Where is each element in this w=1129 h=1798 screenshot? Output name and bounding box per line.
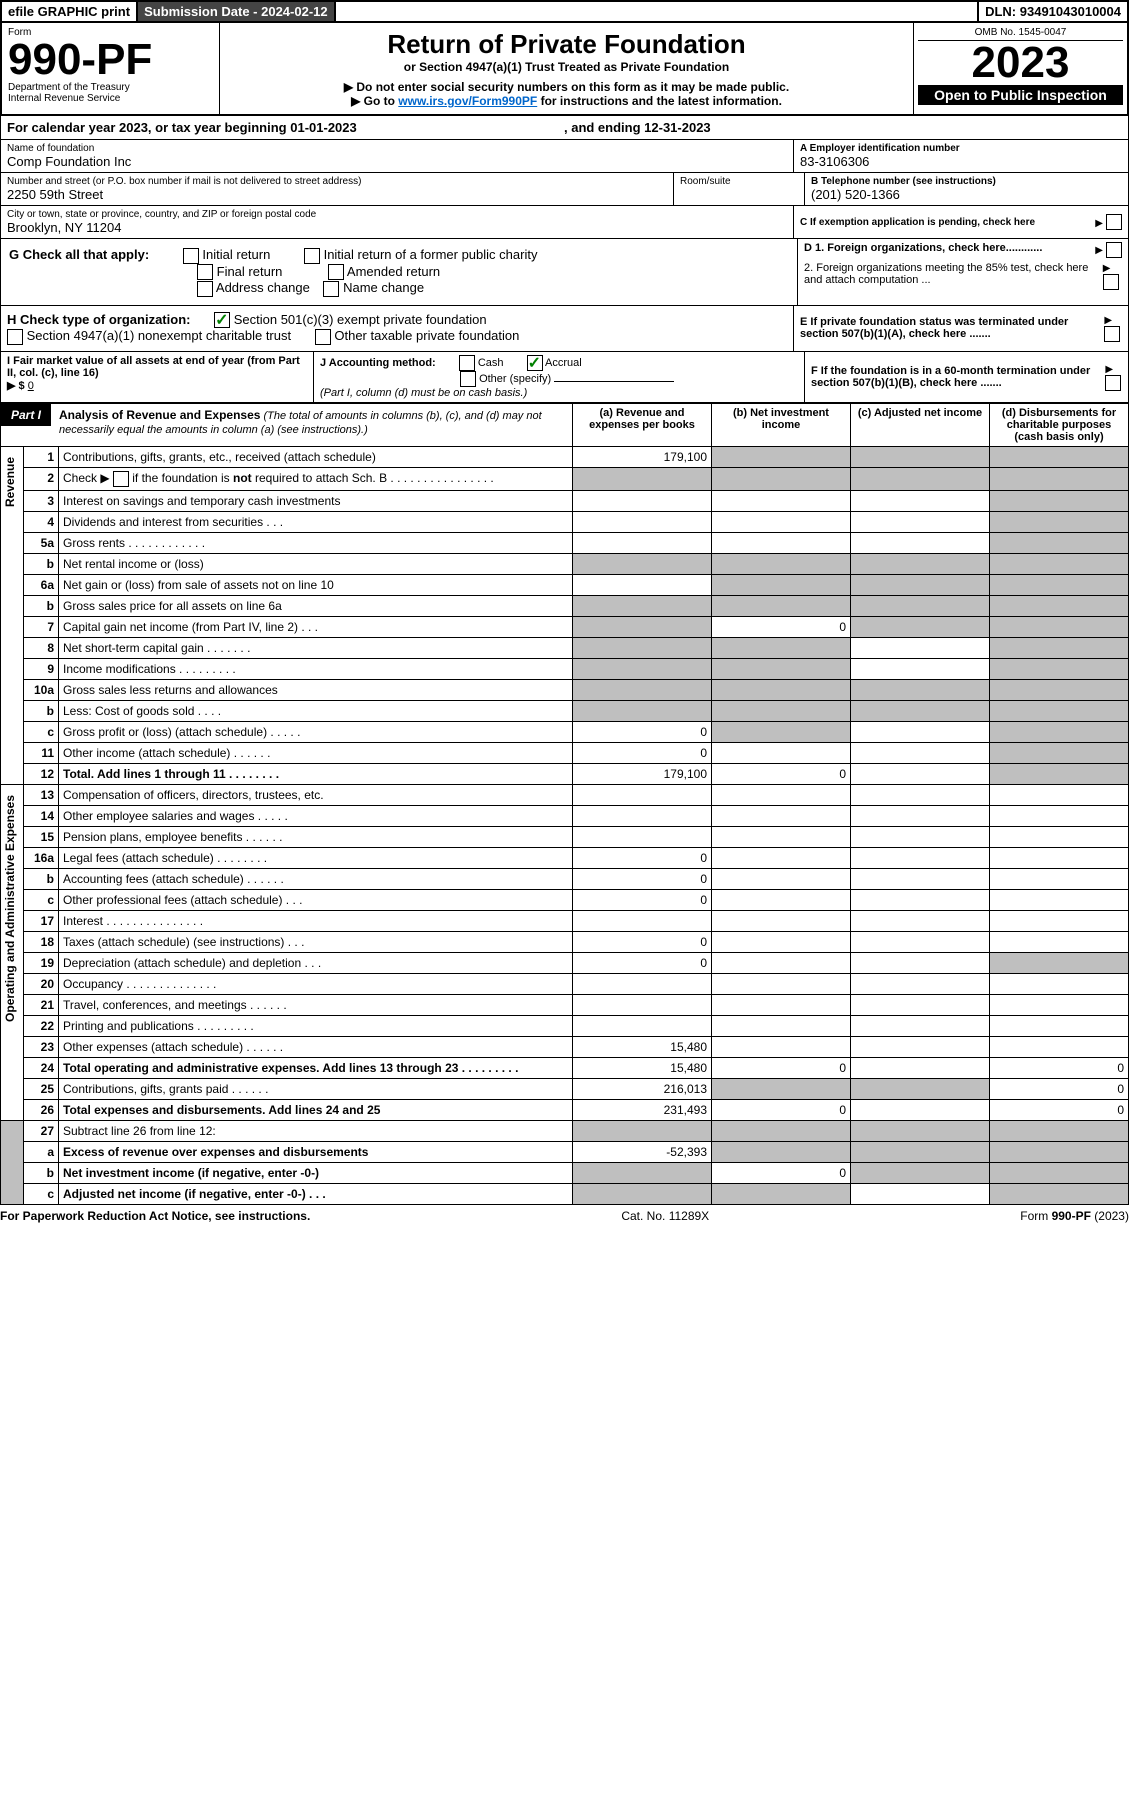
submission-date: Submission Date - 2024-02-12 <box>138 2 336 21</box>
note1: ▶ Do not enter social security numbers o… <box>226 80 907 94</box>
irs: Internal Revenue Service <box>8 93 213 104</box>
ein: 83-3106306 <box>800 154 1122 169</box>
part1-table: Part I Analysis of Revenue and Expenses … <box>0 403 1129 1205</box>
checkbox-initial-former[interactable] <box>304 248 320 264</box>
col-c: (c) Adjusted net income <box>851 403 990 446</box>
checkbox-final[interactable] <box>197 264 213 280</box>
page-footer: For Paperwork Reduction Act Notice, see … <box>0 1205 1129 1227</box>
street-address: 2250 59th Street <box>7 187 667 202</box>
checkbox-4947[interactable] <box>7 329 23 345</box>
fmv-value: 0 <box>28 380 34 392</box>
checkbox-schb[interactable] <box>113 471 129 487</box>
part1-tab: Part I <box>1 404 51 426</box>
revenue-side: Revenue <box>1 447 19 517</box>
note2: ▶ Go to www.irs.gov/Form990PF for instru… <box>226 94 907 108</box>
checkbox-initial[interactable] <box>183 248 199 264</box>
checkbox-e[interactable] <box>1104 326 1120 342</box>
col-a: (a) Revenue and expenses per books <box>573 403 712 446</box>
telephone: (201) 520-1366 <box>811 187 1122 202</box>
checkbox-accrual[interactable] <box>527 355 543 371</box>
checkbox-501c3[interactable] <box>214 312 230 328</box>
checkbox-d1[interactable] <box>1106 242 1122 258</box>
entity-block: Name of foundation Comp Foundation Inc A… <box>0 140 1129 403</box>
inspection-band: Open to Public Inspection <box>918 85 1123 105</box>
checkbox-addr-chg[interactable] <box>197 281 213 297</box>
checkbox-c[interactable] <box>1106 214 1122 230</box>
col-b: (b) Net investment income <box>712 403 851 446</box>
return-subtitle: or Section 4947(a)(1) Trust Treated as P… <box>226 60 907 74</box>
checkbox-d2[interactable] <box>1103 274 1119 290</box>
irs-link[interactable]: www.irs.gov/Form990PF <box>398 94 537 108</box>
calendar-year-line: For calendar year 2023, or tax year begi… <box>0 116 1129 140</box>
col-d: (d) Disbursements for charitable purpose… <box>990 403 1129 446</box>
foundation-name: Comp Foundation Inc <box>7 154 787 169</box>
oae-side: Operating and Administrative Expenses <box>1 785 19 1032</box>
efile-label: efile GRAPHIC print <box>2 2 138 21</box>
form-number: 990-PF <box>8 38 213 82</box>
dln: DLN: 93491043010004 <box>977 2 1127 21</box>
checkbox-f[interactable] <box>1105 375 1121 391</box>
return-title: Return of Private Foundation <box>226 29 907 60</box>
city-state-zip: Brooklyn, NY 11204 <box>7 220 787 235</box>
checkbox-cash[interactable] <box>459 355 475 371</box>
tax-year: 2023 <box>918 41 1123 85</box>
top-bar: efile GRAPHIC print Submission Date - 20… <box>0 0 1129 23</box>
checkbox-amended[interactable] <box>328 264 344 280</box>
dept: Department of the Treasury <box>8 82 213 93</box>
checkbox-name-chg[interactable] <box>323 281 339 297</box>
form-header: Form 990-PF Department of the Treasury I… <box>0 23 1129 116</box>
checkbox-other-org[interactable] <box>315 329 331 345</box>
checkbox-other-method[interactable] <box>460 371 476 387</box>
